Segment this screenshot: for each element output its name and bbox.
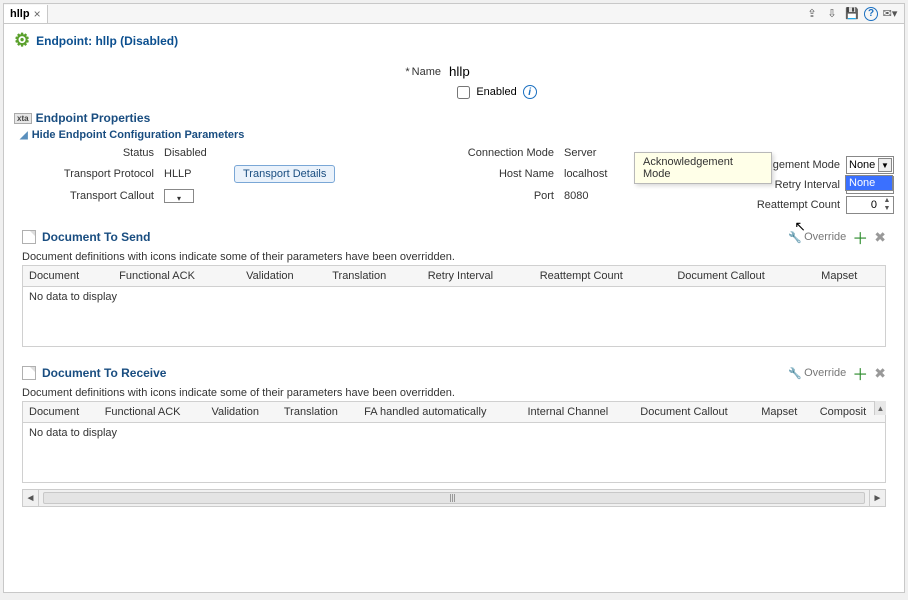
transport-callout-label: Transport Callout bbox=[44, 190, 154, 202]
table-header: FA handled automatically bbox=[358, 402, 521, 423]
host-name-label: Host Name bbox=[444, 168, 554, 180]
transport-protocol-label: Transport Protocol bbox=[44, 168, 154, 180]
port-value: 8080 bbox=[564, 190, 588, 202]
scrollbar-thumb[interactable] bbox=[43, 492, 865, 504]
enabled-label: Enabled bbox=[476, 86, 516, 98]
spin-down-icon[interactable]: ▼ bbox=[882, 205, 892, 213]
gear-icon: ⚙ bbox=[14, 30, 30, 51]
scroll-right-icon[interactable]: ► bbox=[869, 490, 885, 506]
table-header: Mapset bbox=[815, 266, 885, 287]
table-header: Translation bbox=[326, 266, 421, 287]
doc-recv-table: DocumentFunctional ACKValidationTranslat… bbox=[22, 401, 886, 483]
connection-mode-value: Server bbox=[564, 147, 596, 159]
doc-recv-section: Document To Receive 🔧 Override ＋ ✖ Docum… bbox=[14, 361, 894, 507]
table-header: Document Callout bbox=[634, 402, 755, 423]
table-header: Validation bbox=[240, 266, 326, 287]
page-header: ⚙ Endpoint: hllp (Disabled) bbox=[4, 24, 904, 57]
ack-panel: Acknowledgement Mode Acknowledgement Mod… bbox=[634, 154, 894, 216]
ack-mode-tooltip: Acknowledgement Mode bbox=[634, 152, 772, 184]
mail-icon[interactable]: ✉▾ bbox=[882, 6, 898, 22]
ack-mode-dropdown: None bbox=[845, 175, 893, 191]
name-label: Name bbox=[361, 66, 441, 78]
reattempt-count-label: Reattempt Count bbox=[757, 199, 840, 211]
document-icon bbox=[22, 366, 36, 380]
save-icon[interactable]: 💾 bbox=[844, 6, 860, 22]
table-header: Internal Channel bbox=[522, 402, 635, 423]
table-header: Retry Interval bbox=[422, 266, 534, 287]
transport-callout-picker[interactable] bbox=[164, 189, 194, 203]
table-header: Translation bbox=[278, 402, 358, 423]
import-icon[interactable]: ⇩ bbox=[824, 6, 840, 22]
table-header: Document Callout bbox=[671, 266, 815, 287]
doc-send-desc: Document definitions with icons indicate… bbox=[22, 251, 886, 263]
doc-send-empty: No data to display bbox=[23, 287, 886, 347]
table-header: Document bbox=[23, 266, 114, 287]
transport-details-button[interactable]: Transport Details bbox=[234, 165, 335, 183]
doc-send-section: Document To Send 🔧 Override ＋ ✖ Document… bbox=[14, 225, 894, 347]
table-header: Validation bbox=[206, 402, 278, 423]
collapse-icon: ◢ bbox=[20, 130, 28, 141]
port-label: Port bbox=[444, 190, 554, 202]
close-icon[interactable]: × bbox=[34, 7, 41, 21]
status-value: Disabled bbox=[164, 147, 207, 159]
ack-mode-option-none[interactable]: None bbox=[846, 176, 892, 190]
scroll-up-icon[interactable]: ▲ bbox=[874, 401, 886, 415]
delete-icon[interactable]: ✖ bbox=[874, 229, 886, 246]
doc-send-table: DocumentFunctional ACKValidationTranslat… bbox=[22, 265, 886, 347]
table-header: Document bbox=[23, 402, 99, 423]
toolbar: ⇪ ⇩ 💾 ? ✉▾ bbox=[804, 6, 904, 22]
table-header: Functional ACK bbox=[113, 266, 240, 287]
doc-recv-desc: Document definitions with icons indicate… bbox=[22, 387, 886, 399]
chevron-down-icon: ▼ bbox=[878, 158, 892, 172]
horizontal-scrollbar[interactable]: ◄ ► bbox=[22, 489, 886, 507]
scroll-left-icon[interactable]: ◄ bbox=[23, 490, 39, 506]
connection-mode-label: Connection Mode bbox=[444, 147, 554, 159]
override-button[interactable]: 🔧 Override bbox=[788, 231, 846, 244]
help-icon[interactable]: ? bbox=[864, 7, 878, 21]
host-name-value: localhost bbox=[564, 168, 607, 180]
page-title: Endpoint: hllp (Disabled) bbox=[36, 34, 178, 48]
document-icon bbox=[22, 230, 36, 244]
add-icon[interactable]: ＋ bbox=[852, 225, 868, 249]
tab-hllp[interactable]: hllp × bbox=[4, 5, 48, 23]
table-header: Mapset bbox=[755, 402, 813, 423]
table-header: Functional ACK bbox=[99, 402, 206, 423]
doc-recv-title: Document To Receive bbox=[42, 366, 166, 380]
table-header: Reattempt Count bbox=[534, 266, 672, 287]
doc-recv-empty: No data to display bbox=[23, 423, 886, 483]
status-label: Status bbox=[44, 147, 154, 159]
delete-icon[interactable]: ✖ bbox=[874, 365, 886, 382]
export-icon[interactable]: ⇪ bbox=[804, 6, 820, 22]
section-badge-icon: xta bbox=[14, 113, 32, 124]
hide-params-toggle[interactable]: ◢ Hide Endpoint Configuration Parameters bbox=[14, 127, 894, 143]
tab-bar: hllp × ⇪ ⇩ 💾 ? ✉▾ bbox=[4, 4, 904, 24]
tab-label: hllp bbox=[10, 8, 30, 20]
add-icon[interactable]: ＋ bbox=[852, 361, 868, 385]
enabled-checkbox[interactable] bbox=[457, 86, 470, 99]
retry-interval-label: Retry Interval bbox=[775, 179, 840, 191]
reattempt-count-input[interactable]: ▲▼ bbox=[846, 196, 894, 214]
spin-up-icon[interactable]: ▲ bbox=[882, 197, 892, 205]
info-icon[interactable]: i bbox=[523, 85, 537, 99]
transport-protocol-value: HLLP bbox=[164, 168, 192, 180]
ack-mode-select[interactable]: None ▼ None bbox=[846, 156, 894, 174]
override-button[interactable]: 🔧 Override bbox=[788, 367, 846, 380]
doc-send-title: Document To Send bbox=[42, 230, 150, 244]
name-input[interactable] bbox=[447, 63, 547, 81]
endpoint-properties-heading: xta Endpoint Properties bbox=[14, 109, 894, 127]
